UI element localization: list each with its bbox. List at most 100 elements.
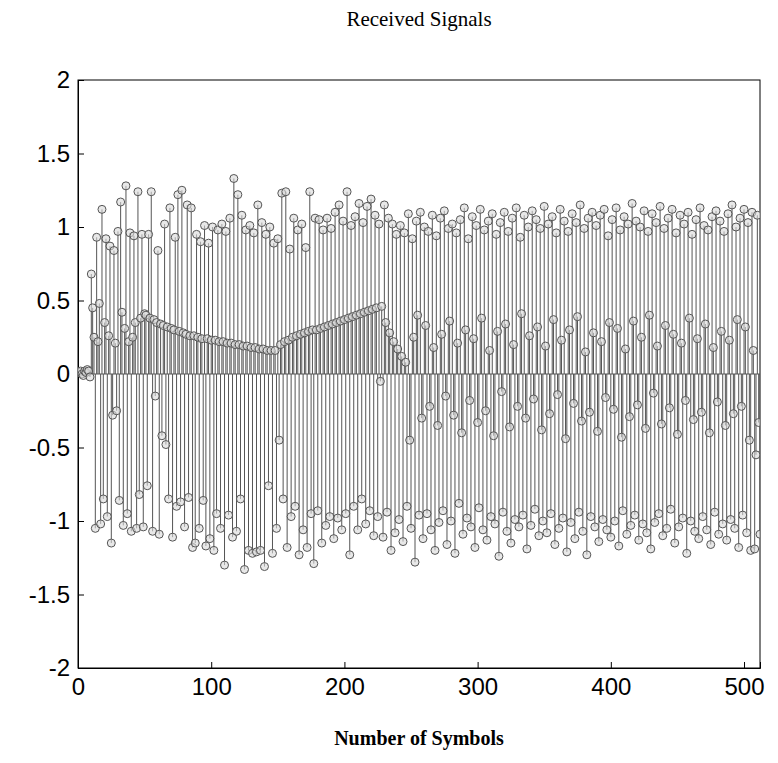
stem — [649, 315, 650, 374]
stem-marker — [579, 527, 587, 535]
stem — [192, 374, 193, 547]
stem — [705, 324, 706, 374]
stem — [732, 205, 733, 374]
x-tick-label: 500 — [724, 673, 764, 700]
stem — [729, 340, 730, 374]
stem-marker — [583, 551, 591, 559]
stem-marker — [739, 511, 747, 519]
stem — [105, 239, 106, 374]
stem-marker — [424, 227, 432, 235]
stem — [204, 226, 205, 374]
stem-marker — [735, 543, 743, 551]
stem — [490, 374, 491, 517]
stem-marker — [530, 395, 538, 403]
stem — [640, 227, 641, 374]
stem-marker — [755, 419, 760, 427]
stem — [728, 214, 729, 374]
stem-marker — [685, 314, 693, 322]
stem — [656, 223, 657, 374]
stem — [669, 374, 670, 408]
stem-marker — [440, 207, 448, 215]
stem — [331, 228, 332, 374]
stem-marker — [143, 482, 151, 490]
stem-marker — [105, 332, 113, 340]
stem-marker — [193, 230, 201, 238]
stem-marker — [527, 521, 535, 529]
stem — [714, 374, 715, 512]
stem — [296, 336, 297, 374]
stem-marker — [171, 233, 179, 241]
stem — [633, 321, 634, 374]
stem — [363, 223, 364, 374]
stem — [309, 192, 310, 374]
stem — [124, 328, 125, 374]
stem-series — [78, 174, 760, 573]
stem-marker — [99, 495, 107, 503]
stem — [224, 374, 225, 565]
stem — [419, 374, 420, 515]
stem — [219, 342, 220, 374]
stem-marker — [720, 227, 728, 235]
stem-marker — [233, 527, 241, 535]
stem-marker — [684, 208, 692, 216]
stem — [577, 317, 578, 374]
stem — [528, 227, 529, 374]
stem-marker — [659, 532, 667, 540]
stem-marker — [712, 207, 720, 215]
stem-marker — [554, 391, 562, 399]
stem-marker — [121, 324, 129, 332]
stem-marker — [275, 436, 283, 444]
stem-marker — [568, 210, 576, 218]
stem-marker — [516, 233, 524, 241]
stem — [697, 339, 698, 374]
stem-marker — [428, 211, 436, 219]
stem-marker — [107, 539, 115, 547]
x-tick-mark — [344, 662, 345, 668]
stem — [444, 211, 445, 374]
stem — [670, 374, 671, 509]
stem — [477, 374, 478, 423]
stem-marker — [597, 338, 605, 346]
stem-marker — [538, 426, 546, 434]
stem-marker — [725, 336, 733, 344]
stem — [91, 274, 92, 374]
stem — [317, 374, 318, 511]
stem-marker — [282, 188, 290, 196]
stem — [135, 323, 136, 374]
stem — [497, 331, 498, 374]
stem-marker — [611, 517, 619, 525]
stem-marker — [113, 407, 121, 415]
stem — [548, 224, 549, 374]
stem — [127, 374, 128, 514]
stem-marker — [665, 404, 673, 412]
stem — [565, 374, 566, 439]
stem — [504, 212, 505, 374]
stem — [128, 342, 129, 374]
stem-marker — [669, 330, 677, 338]
stem — [540, 228, 541, 374]
stem — [465, 330, 466, 374]
stem-marker — [222, 227, 230, 235]
stem — [377, 374, 378, 517]
stem — [556, 233, 557, 374]
y-tick-mark — [78, 301, 84, 302]
stem — [367, 206, 368, 374]
stem-marker — [408, 235, 416, 243]
stem — [630, 374, 631, 525]
stem-marker — [162, 441, 170, 449]
stem-marker — [518, 310, 526, 318]
stem — [620, 230, 621, 374]
stem — [97, 342, 98, 374]
stem-marker — [117, 198, 125, 206]
stem-marker — [129, 333, 137, 341]
stem-marker — [498, 388, 506, 396]
stem — [450, 374, 451, 521]
stem-marker — [514, 402, 522, 410]
stem-marker — [86, 373, 94, 381]
stem — [287, 374, 288, 547]
stem — [316, 330, 317, 374]
stem — [147, 374, 148, 486]
stem — [203, 374, 204, 500]
stem — [343, 221, 344, 374]
stem-marker — [302, 244, 310, 252]
